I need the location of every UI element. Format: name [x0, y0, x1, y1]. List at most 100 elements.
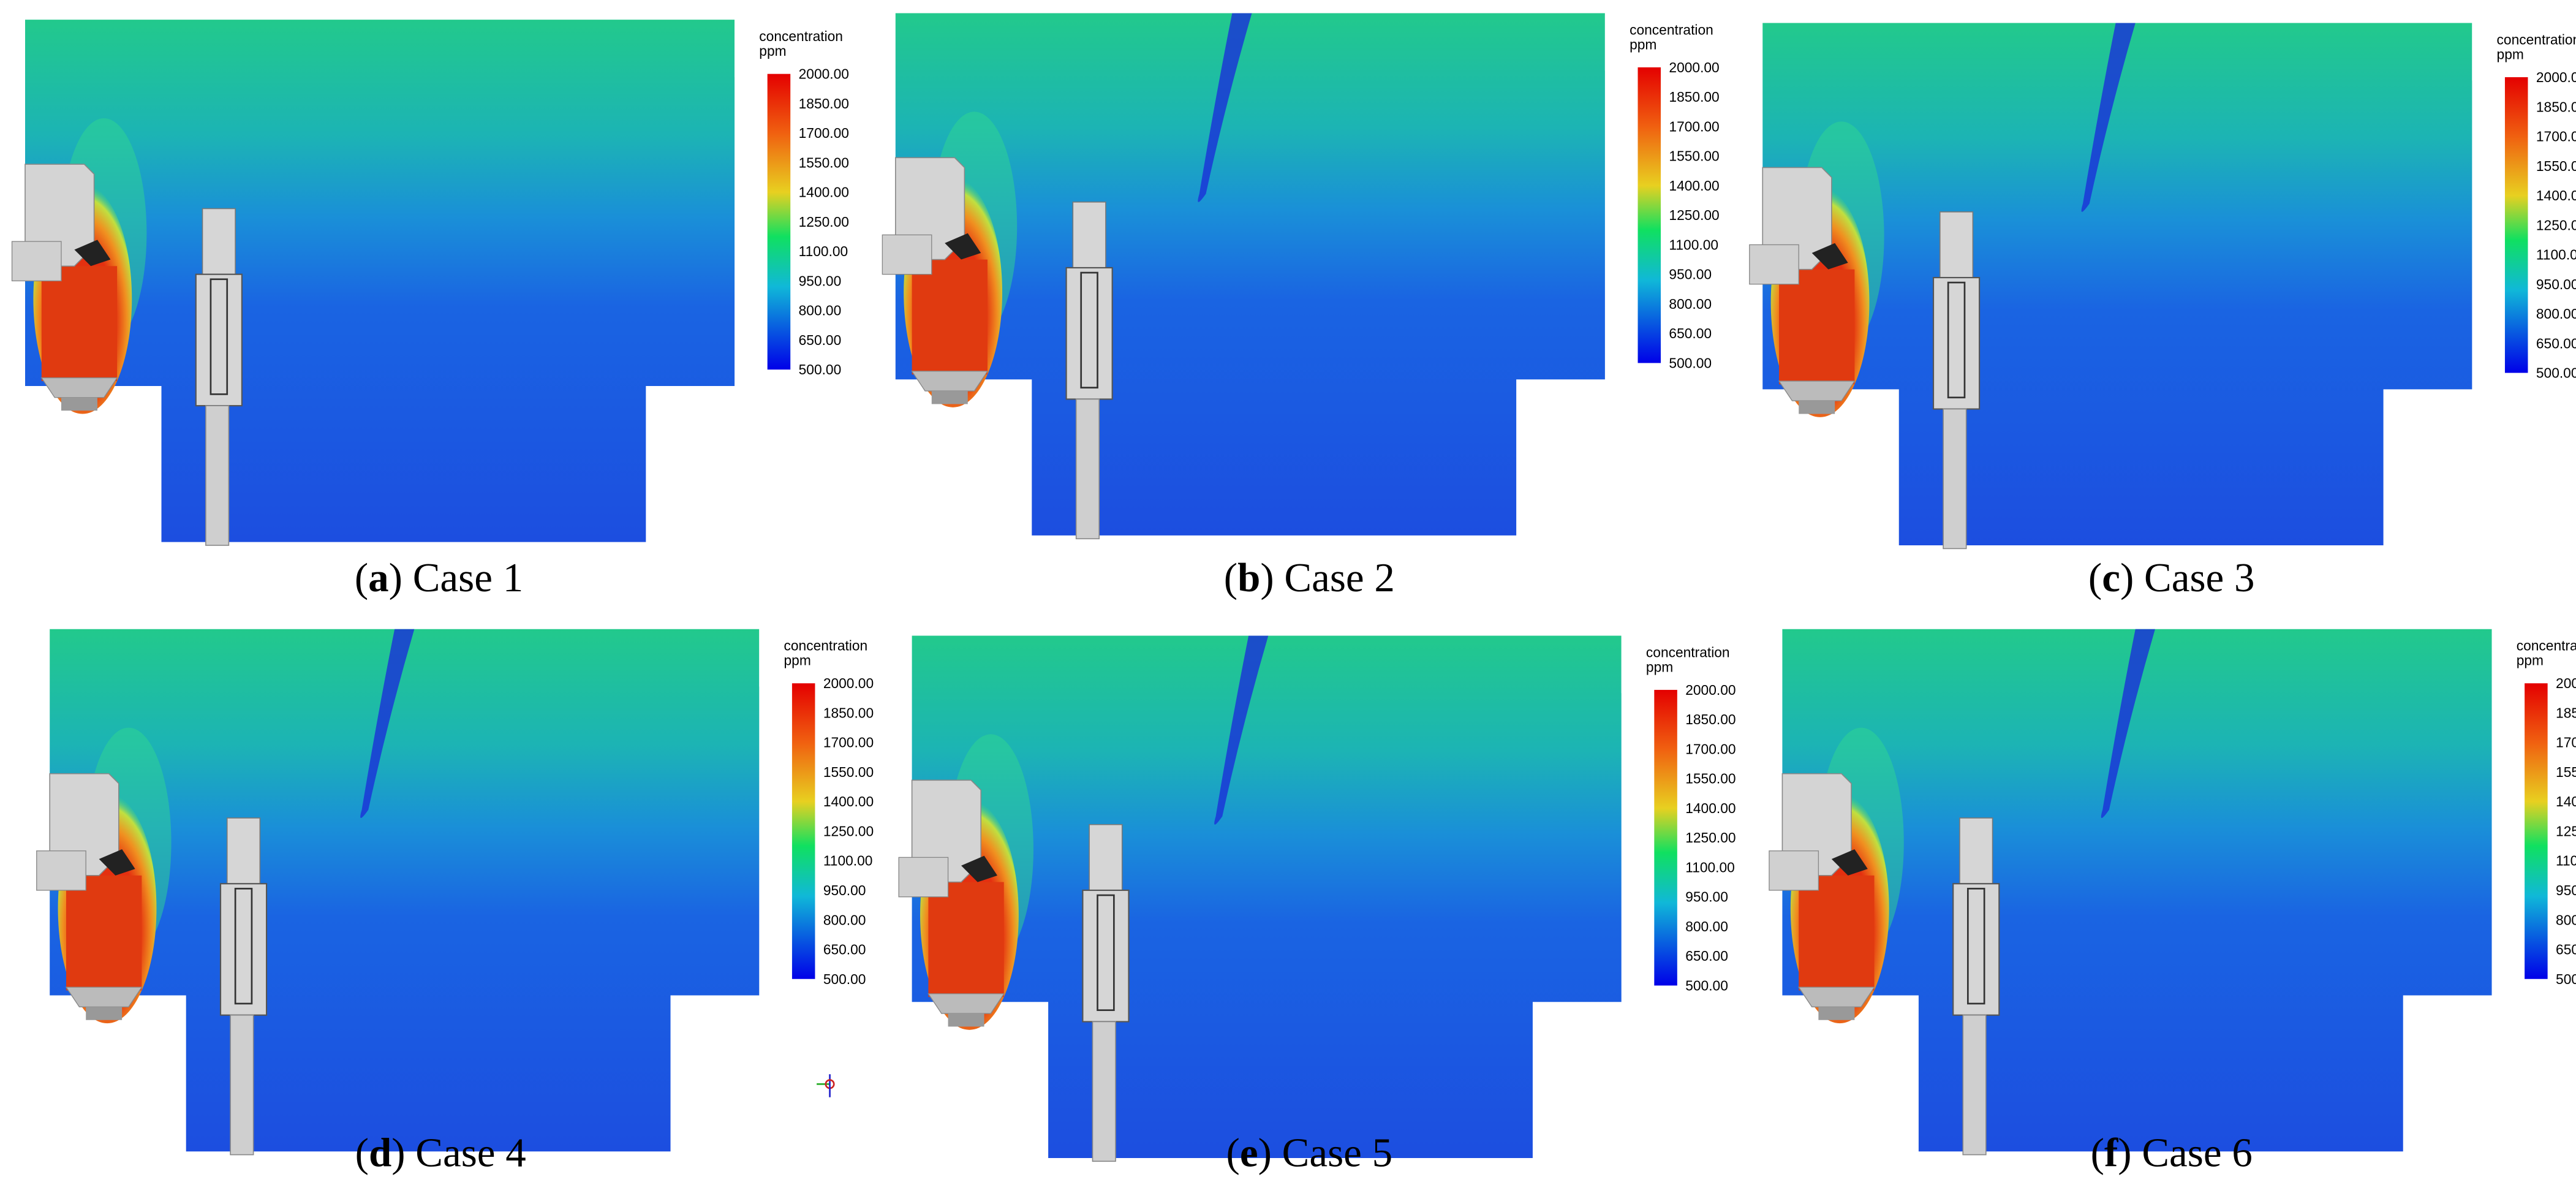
colorbar-title: concentration [784, 638, 868, 654]
caption: (c) Case 3 [2088, 555, 2255, 600]
low-concentration-streak [1198, 13, 1252, 202]
colorbar-label: 950.00 [2536, 276, 2576, 292]
colorbar-label: 2000.00 [823, 675, 874, 691]
caption-letter: f [2104, 1130, 2118, 1175]
ladle [928, 882, 1004, 998]
colorbar-label: 1100.00 [2536, 247, 2576, 263]
colorbar-unit: ppm [1630, 36, 1656, 52]
hood-lip [1811, 243, 1848, 270]
electrode-top [1072, 201, 1106, 268]
caption: (b) Case 2 [1224, 555, 1395, 600]
colorbar [767, 74, 791, 370]
caption-letter: a [368, 555, 389, 600]
colorbar-label: 1700.00 [823, 735, 874, 751]
colorbar-label: 1550.00 [799, 154, 849, 170]
flow-domain [50, 629, 760, 1152]
colorbar-label: 500.00 [1669, 355, 1712, 371]
colorbar-label: 1250.00 [799, 214, 849, 230]
colorbar [2525, 683, 2548, 979]
colorbar-label: 800.00 [1669, 296, 1712, 312]
colorbar-label: 1850.00 [1669, 89, 1719, 105]
ladle [66, 875, 142, 991]
colorbar [791, 683, 815, 979]
electrode-body [1952, 883, 2000, 1016]
electrode-slot [1097, 894, 1115, 1012]
caption-text: ) Case 4 [391, 1130, 526, 1175]
colorbar-label: 800.00 [1685, 918, 1728, 934]
colorbar-label: 950.00 [2556, 882, 2576, 898]
caption: (a) Case 1 [355, 555, 523, 600]
colorbar-label: 1100.00 [823, 853, 873, 869]
colorbar-title: concentration [1630, 21, 1713, 37]
colorbar-title: concentration [1646, 644, 1730, 660]
caption-text: ) Case 6 [2118, 1130, 2253, 1175]
colorbar-label: 1700.00 [2556, 735, 2576, 751]
flow-domain [1762, 23, 2472, 546]
colorbar-label: 1850.00 [1685, 711, 1736, 727]
caption-letter: d [369, 1130, 391, 1175]
electrode-slot [1947, 281, 1966, 399]
electrode-slot [1080, 271, 1098, 389]
colorbar-label: 500.00 [1685, 978, 1728, 994]
caption-letter: b [1237, 555, 1260, 600]
colorbar-unit: ppm [2517, 653, 2544, 668]
hood-flange [11, 241, 62, 282]
colorbar-label: 1400.00 [799, 184, 849, 200]
electrode-slot [234, 887, 253, 1005]
colorbar-title: concentration [759, 28, 843, 44]
colorbar-label: 950.00 [823, 882, 866, 898]
electrode-top [1959, 817, 1993, 885]
low-concentration-streak [360, 629, 415, 819]
axis-triad [817, 1074, 835, 1097]
colorbar-label: 800.00 [2556, 912, 2576, 928]
colorbar-label: 1400.00 [823, 793, 874, 809]
electrode-top [1939, 211, 1974, 278]
colorbar-label: 2000.00 [799, 66, 849, 82]
colorbar-label: 1250.00 [2536, 217, 2576, 233]
colorbar-label: 2000.00 [1685, 682, 1736, 698]
colorbar-label: 1850.00 [2556, 705, 2576, 721]
hood-flange [36, 850, 86, 891]
flow-domain [895, 13, 1605, 536]
ladle-bottom [40, 377, 118, 398]
colorbar-mask [1621, 635, 1631, 694]
colorbar-label: 1250.00 [1669, 207, 1719, 223]
colorbar-label: 1250.00 [823, 823, 874, 839]
colorbar-unit: ppm [759, 43, 786, 59]
colorbar-title: concentration [2497, 31, 2576, 47]
colorbar-unit: ppm [784, 653, 811, 668]
colorbar-mask [759, 629, 769, 687]
colorbar-label: 500.00 [2556, 971, 2576, 987]
hood-flange [898, 857, 949, 898]
low-concentration-streak [2101, 629, 2155, 819]
hood-flange [882, 234, 932, 275]
electrode-body [1065, 267, 1113, 400]
hood-flange [1769, 850, 1819, 891]
ladle [41, 266, 118, 381]
hood-flange [1749, 244, 1799, 285]
colorbar-label: 1700.00 [1685, 741, 1736, 757]
colorbar-label: 1550.00 [2536, 158, 2576, 174]
colorbar-label: 1100.00 [1685, 859, 1735, 875]
colorbar-label: 650.00 [823, 942, 866, 958]
colorbar-label: 950.00 [799, 273, 842, 289]
colorbar-label: 1100.00 [2556, 853, 2576, 869]
ladle-bottom [1797, 986, 1875, 1007]
flow-domain [25, 20, 735, 542]
colorbar-label: 650.00 [1685, 948, 1728, 964]
colorbar-label: 1700.00 [799, 125, 849, 141]
colorbar-label: 1400.00 [2556, 793, 2576, 809]
hood-lip [961, 855, 998, 882]
hood-lip [74, 240, 111, 267]
ladle-nozzle [61, 397, 97, 411]
colorbar-label: 1850.00 [799, 96, 849, 112]
electrode-rod [1075, 398, 1100, 540]
ladle-bottom [65, 986, 143, 1007]
